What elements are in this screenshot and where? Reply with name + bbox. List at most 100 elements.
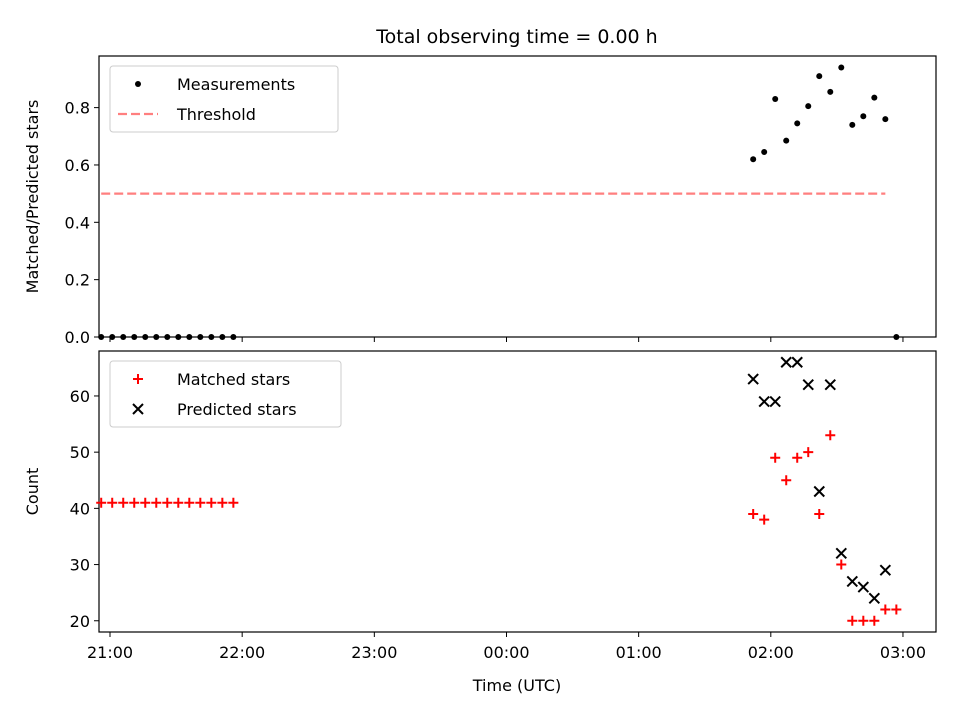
data-point — [893, 334, 900, 340]
data-point — [120, 334, 127, 340]
data-point — [882, 116, 889, 123]
data-point — [175, 334, 182, 340]
x-tick-label: 23:00 — [351, 643, 397, 662]
data-point — [772, 96, 779, 103]
legend-label: Measurements — [177, 75, 295, 94]
data-point — [219, 334, 226, 340]
data-point — [230, 334, 237, 340]
data-point — [792, 452, 803, 463]
data-point — [769, 395, 781, 408]
data-point — [858, 615, 869, 626]
series-predicted-stars — [747, 356, 892, 604]
data-point — [197, 334, 204, 340]
legend-label: Predicted stars — [177, 400, 297, 419]
data-point — [107, 497, 118, 508]
data-point — [761, 149, 768, 156]
axes-frame — [98, 350, 937, 633]
data-point — [860, 113, 867, 120]
data-point — [770, 452, 781, 463]
data-point — [827, 88, 834, 95]
data-point — [96, 497, 107, 508]
y-tick-label: 0.2 — [65, 271, 90, 290]
data-point — [803, 447, 814, 458]
data-point — [151, 497, 162, 508]
x-tick-label: 00:00 — [483, 643, 529, 662]
x-tick-label: 21:00 — [87, 643, 133, 662]
data-point — [871, 94, 878, 101]
legend-label: Matched stars — [177, 370, 290, 389]
data-point — [869, 615, 880, 626]
data-point — [814, 508, 825, 519]
data-point — [186, 334, 193, 340]
y-tick-label: 0.6 — [65, 156, 90, 175]
data-point — [783, 137, 790, 144]
data-point — [824, 379, 836, 391]
legend-label: Threshold — [176, 105, 256, 124]
data-point — [836, 559, 847, 570]
legend-swatch — [135, 81, 141, 87]
data-point — [880, 604, 891, 615]
data-point — [857, 581, 870, 593]
x-tick-label: 22:00 — [219, 643, 265, 662]
data-point — [759, 514, 770, 525]
data-point — [184, 497, 195, 508]
data-point — [794, 120, 801, 127]
panel-ratio: 0.0 0.2 0.4 0.6 0.8 Matched/Predicted stars Me… — [23, 55, 937, 347]
y-tick-label: 0.4 — [65, 213, 90, 232]
y-tick-label: 0.0 — [65, 328, 90, 347]
y-axis-title: Matched/Predicted stars — [23, 100, 42, 294]
data-point — [847, 615, 858, 626]
data-point — [750, 156, 757, 163]
data-point — [228, 497, 239, 508]
data-point — [813, 485, 825, 498]
data-point — [118, 497, 129, 508]
data-point — [758, 395, 770, 408]
chart-title: Total observing time = 0.00 h — [375, 26, 657, 48]
series-matched-stars — [96, 430, 902, 626]
x-tick-label: 01:00 — [616, 643, 662, 662]
axes-frame — [98, 55, 937, 338]
y-tick-label: 0.8 — [65, 99, 90, 118]
legend-box — [109, 65, 339, 133]
panel-count: 21:00 22:00 23:00 00:00 01:00 02:00 03:00 20 30 4… — [23, 350, 937, 662]
data-point — [131, 334, 138, 340]
data-point — [780, 356, 792, 368]
data-point — [98, 334, 105, 340]
y-tick-label: 20 — [70, 612, 90, 631]
data-point — [208, 334, 215, 340]
data-point — [748, 508, 759, 519]
x-tick-label: 02:00 — [748, 643, 794, 662]
y-tick-label: 60 — [70, 387, 90, 406]
data-point — [142, 334, 149, 340]
data-point — [838, 64, 845, 71]
data-point — [173, 497, 184, 508]
data-point — [846, 575, 859, 588]
data-point — [109, 334, 116, 340]
data-point — [849, 121, 856, 128]
data-point — [206, 497, 217, 508]
x-tick-label: 03:00 — [880, 643, 926, 662]
data-point — [805, 103, 812, 110]
data-point — [164, 334, 171, 340]
data-point — [129, 497, 140, 508]
data-point — [891, 604, 902, 615]
data-point — [816, 73, 823, 80]
series-measurements — [98, 64, 900, 340]
data-point — [868, 592, 881, 604]
y-tick-label: 30 — [70, 556, 90, 575]
y-tick-label: 50 — [70, 443, 90, 462]
data-point — [835, 547, 847, 560]
data-point — [781, 475, 792, 486]
data-point — [195, 497, 206, 508]
y-axis-title: Count — [23, 468, 42, 516]
legend-swatch — [132, 403, 144, 415]
data-point — [825, 430, 836, 441]
x-axis-title: Time (UTC) — [472, 676, 561, 695]
y-tick-label: 40 — [70, 499, 90, 518]
data-point — [791, 356, 803, 368]
legend-box — [109, 360, 342, 428]
data-point — [140, 497, 151, 508]
data-point — [879, 564, 892, 576]
